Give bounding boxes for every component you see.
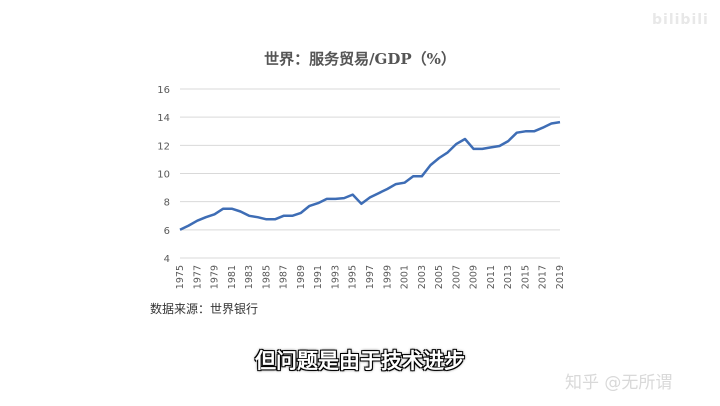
x-tick-label: 2015 — [520, 265, 531, 289]
x-tick-label: 1989 — [296, 265, 307, 289]
y-tick-label: 10 — [157, 170, 170, 181]
video-subtitle: 但问题是由于技术进步 — [255, 349, 465, 373]
y-tick-label: 4 — [164, 254, 170, 265]
x-tick-label: 1995 — [348, 265, 359, 289]
x-tick-label: 1983 — [244, 265, 255, 289]
x-tick-label: 1977 — [192, 265, 203, 289]
x-tick-label: 2017 — [538, 265, 549, 289]
y-tick-label: 8 — [164, 198, 170, 209]
y-axis-ticks: 4 6 8 10 12 14 16 — [157, 85, 170, 265]
x-tick-label: 2019 — [555, 265, 566, 289]
x-axis-ticks: 1975 1977 1979 1981 1983 1985 1987 1989 1991 1993… — [175, 265, 566, 289]
chart-title: 世界：服务贸易/GDP（%） — [264, 50, 456, 68]
x-tick-label: 1999 — [382, 265, 393, 289]
x-tick-label: 1979 — [210, 265, 221, 289]
x-tick-label: 1985 — [261, 265, 272, 289]
x-tick-label: 2009 — [469, 265, 480, 289]
series-line — [179, 120, 561, 231]
x-tick-label: 1993 — [330, 265, 341, 289]
x-tick-label: 1975 — [175, 265, 186, 289]
x-tick-label: 2003 — [417, 265, 428, 289]
x-tick-label: 2007 — [451, 265, 462, 289]
x-tick-label: 1987 — [279, 265, 290, 289]
x-tick-label: 2011 — [486, 265, 497, 289]
series-lines — [179, 120, 561, 231]
x-tick-label: 1991 — [313, 265, 324, 289]
y-tick-label: 14 — [157, 113, 170, 124]
brand-watermark: 知乎 @无所谓 — [565, 373, 673, 393]
source-note: 数据来源：世界银行 — [150, 302, 259, 316]
grid-lines — [180, 88, 560, 259]
x-tick-label: 1997 — [365, 265, 376, 289]
bilibili-watermark: bilibili — [652, 12, 709, 28]
y-tick-label: 6 — [164, 226, 170, 237]
x-tick-label: 2005 — [434, 265, 445, 289]
x-tick-label: 2013 — [503, 265, 514, 289]
y-tick-label: 12 — [157, 141, 170, 152]
y-tick-label: 16 — [157, 85, 170, 96]
x-tick-label: 1981 — [227, 265, 238, 289]
x-tick-label: 2001 — [400, 265, 411, 289]
